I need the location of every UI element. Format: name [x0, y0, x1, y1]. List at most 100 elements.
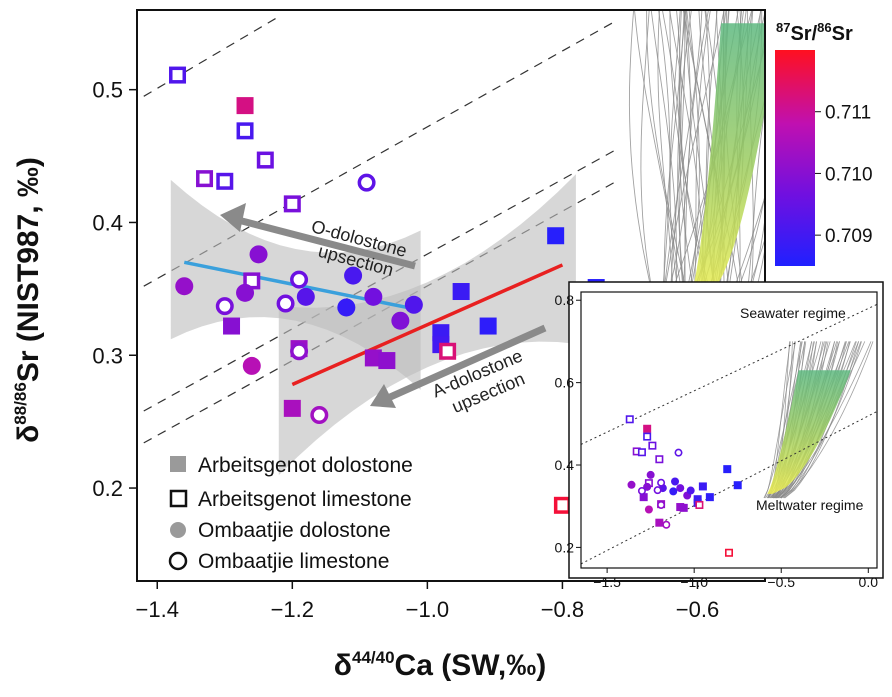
data-point: [357, 173, 376, 192]
inset-data-point: [705, 493, 714, 502]
inset-data-point: [639, 493, 648, 502]
inset-data-point: [637, 448, 646, 457]
inset-x-tick-label: −1.0: [680, 574, 708, 590]
inset-model-curve: [776, 341, 872, 499]
data-point: [256, 151, 274, 169]
data-point: [296, 287, 315, 306]
colorbar-ticks: 0.709 0.710 0.711: [815, 103, 873, 247]
y-tick-label: 0.2: [92, 476, 123, 501]
inset-panel: −1.5 −1.0 −0.5 0.0 0.2 0.4 0.6 0.8 Seawater re…: [555, 281, 884, 590]
model-curve: [628, 10, 664, 329]
inset-data-point: [646, 470, 655, 479]
model-curve: [650, 10, 678, 329]
inset-reference-line: [581, 411, 877, 565]
data-point: [236, 122, 254, 140]
data-point: [290, 270, 309, 289]
data-point: [215, 297, 234, 316]
inset-data-point: [655, 455, 664, 464]
data-point: [242, 356, 261, 375]
x-tick-label: −0.8: [541, 597, 584, 622]
inset-data-point: [655, 518, 664, 527]
inset-data-point: [643, 432, 652, 441]
x-tick-label: −0.6: [676, 597, 719, 622]
data-point: [553, 496, 571, 514]
model-curve: [658, 10, 703, 329]
model-curve: [712, 192, 765, 329]
inset-axes: [580, 291, 878, 569]
inset-data-point: [723, 465, 732, 474]
y-axis-ticks: 0.2 0.3 0.4 0.5: [92, 78, 137, 501]
y-tick-label: 0.3: [92, 343, 123, 368]
reference-line: [143, 16, 280, 97]
model-curve: [679, 10, 694, 329]
meltwater-regime-label: Meltwater regime: [756, 497, 864, 513]
data-point: [391, 311, 410, 330]
data-point: [378, 352, 396, 370]
data-point: [175, 277, 194, 296]
inset-y-tick-label: 0.2: [555, 539, 575, 555]
inset-data-point: [733, 481, 742, 490]
inset-data-point: [676, 484, 685, 493]
legend-marker-filled-square: [170, 456, 186, 472]
inset-data-point: [686, 486, 695, 495]
inset-x-tick-label: −1.5: [593, 574, 621, 590]
legend-marker-open-square: [169, 489, 188, 508]
inset-x-tick-label: 0.0: [859, 574, 879, 590]
model-curve: [669, 10, 689, 329]
inset-model-curve: [764, 341, 796, 499]
colorbar-tick-label: 0.710: [825, 164, 873, 185]
model-curve: [640, 10, 664, 329]
inset-y-tick-label: 0.8: [555, 292, 575, 308]
legend-marker-open-circle: [168, 551, 188, 571]
inset-data-point: [648, 441, 657, 450]
inset-data-point: [657, 478, 666, 487]
inset-data-point: [657, 500, 666, 509]
model-curve: [711, 195, 765, 329]
reference-line: [143, 148, 617, 412]
inset-data-point: [669, 487, 678, 496]
legend: Arbeitsgenot dolostone Arbeitsgenot lime…: [168, 454, 413, 573]
data-point: [236, 283, 255, 302]
model-curve: [729, 214, 765, 329]
inset-data-point: [644, 505, 653, 514]
inset-data-point: [637, 486, 646, 495]
y-axis-title: δ88/86Sr (NIST987, ‰): [11, 157, 45, 443]
inset-data-points: [625, 415, 742, 557]
legend-label: Ombaatjie limestone: [198, 550, 389, 573]
x-tick-label: −1.2: [271, 597, 314, 622]
x-axis-title: δ44/40Ca (SW,‰): [334, 648, 546, 682]
inset-y-tick-label: 0.6: [555, 375, 575, 391]
a-dolostone-arrow: [370, 324, 547, 408]
colorbar-title: 87Sr/86Sr: [776, 20, 853, 45]
inset-x-tick-label: −0.5: [767, 574, 795, 590]
inset-reference-lines: [581, 303, 877, 565]
inset-model-fan: [763, 341, 874, 499]
data-point: [344, 266, 363, 285]
inset-data-point: [724, 548, 733, 557]
data-point: [479, 317, 497, 335]
y-tick-label: 0.4: [92, 210, 123, 235]
model-curve: [669, 10, 682, 329]
data-points: [169, 66, 605, 514]
inset-data-point: [643, 424, 652, 433]
legend-label: Arbeitsgenot dolostone: [198, 454, 413, 477]
colorbar: 87Sr/86Sr 0.709 0.710 0.711: [775, 20, 873, 266]
inset-y-tick-label: 0.4: [555, 457, 575, 473]
data-point: [283, 399, 301, 417]
data-point: [337, 298, 356, 317]
model-curve: [678, 10, 700, 329]
inset-data-point: [671, 477, 680, 486]
data-point: [439, 342, 457, 360]
data-point: [169, 66, 187, 84]
model-band: [687, 23, 765, 303]
model-curve: [740, 246, 765, 329]
colorbar-tick-label: 0.709: [825, 226, 873, 247]
inset-data-point: [653, 486, 662, 495]
inset-data-point: [698, 482, 707, 491]
data-point: [223, 317, 241, 335]
x-tick-label: −1.4: [136, 597, 179, 622]
data-point: [276, 294, 295, 313]
data-point: [547, 227, 565, 245]
inset-frame: [568, 281, 884, 579]
legend-marker-filled-circle: [170, 522, 186, 538]
